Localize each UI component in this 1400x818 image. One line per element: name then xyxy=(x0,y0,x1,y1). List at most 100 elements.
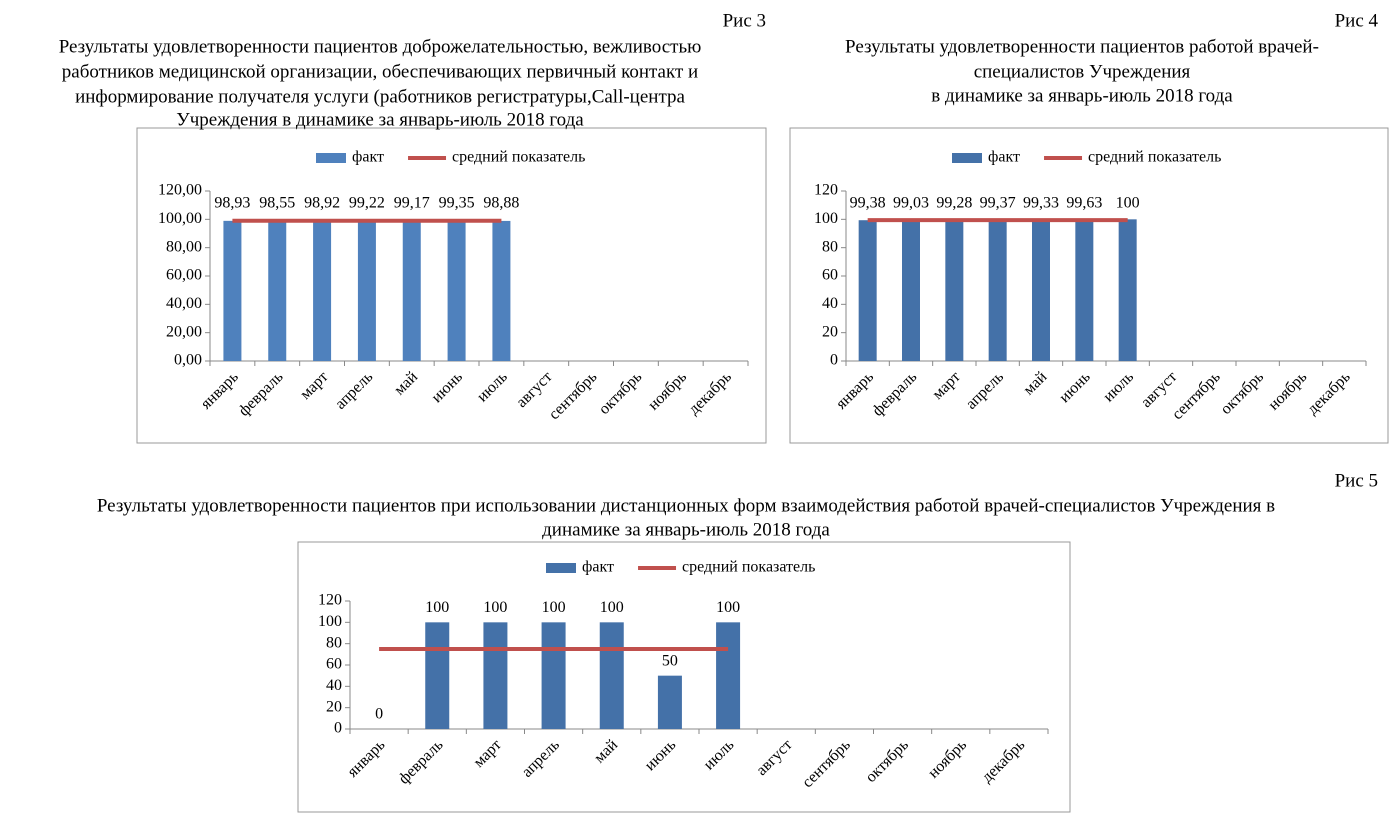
data-label: 100 xyxy=(483,599,507,616)
chart-title: Учреждения в динамике за январь-июль 201… xyxy=(176,109,584,130)
x-tick-label: ноябрь xyxy=(925,736,970,781)
data-label: 50 xyxy=(662,652,678,669)
data-label: 99,38 xyxy=(850,195,886,212)
y-tick-label: 100 xyxy=(814,210,838,227)
bar xyxy=(357,220,376,361)
x-tick-label: декабрь xyxy=(979,736,1029,786)
y-tick-label: 80 xyxy=(326,634,342,651)
figure-label: Рис 4 xyxy=(1335,10,1379,31)
x-tick-label: сентябрь xyxy=(1169,368,1224,423)
bar xyxy=(541,622,566,729)
y-tick-label: 40,00 xyxy=(166,295,202,312)
x-tick-label: июнь xyxy=(428,368,466,406)
bar xyxy=(268,221,287,361)
y-tick-label: 0,00 xyxy=(174,352,202,369)
x-tick-label: сентябрь xyxy=(546,368,601,423)
chart-title: динамике за январь-июль 2018 года xyxy=(542,519,830,540)
bar xyxy=(716,622,741,729)
chart-title: Результаты удовлетворенности пациентов д… xyxy=(59,36,702,57)
x-tick-label: март xyxy=(297,368,332,403)
bar xyxy=(483,622,508,729)
y-tick-label: 60,00 xyxy=(166,267,202,284)
x-tick-label: февраль xyxy=(869,368,920,419)
legend-swatch xyxy=(546,563,576,573)
chart-title: информирование получателя услуги (работн… xyxy=(75,86,685,107)
x-tick-label: октябрь xyxy=(862,736,912,786)
legend-label: средний показатель xyxy=(1088,149,1221,166)
legend-label: факт xyxy=(988,149,1020,166)
data-label: 99,03 xyxy=(893,195,929,212)
y-tick-label: 100,00 xyxy=(158,210,202,227)
x-tick-label: июль xyxy=(700,736,737,773)
data-label: 98,55 xyxy=(259,195,295,212)
x-tick-label: июль xyxy=(474,368,511,405)
bar xyxy=(1075,219,1094,361)
x-tick-label: май xyxy=(1020,368,1050,398)
x-tick-label: апрель xyxy=(519,736,563,780)
bar xyxy=(599,622,624,729)
chart-title: Результаты удовлетворенности пациентов п… xyxy=(97,495,1275,516)
y-tick-label: 60 xyxy=(326,656,342,673)
x-tick-label: февраль xyxy=(235,368,286,419)
y-tick-label: 100 xyxy=(318,613,342,630)
chart-title: Результаты удовлетворенности пациентов р… xyxy=(845,36,1319,57)
y-tick-label: 40 xyxy=(822,295,838,312)
x-tick-label: декабрь xyxy=(685,368,735,418)
legend-swatch xyxy=(316,153,346,163)
bar xyxy=(402,220,421,361)
x-tick-label: январь xyxy=(344,736,388,780)
y-tick-label: 0 xyxy=(334,720,342,737)
data-label: 99,28 xyxy=(936,195,972,212)
x-tick-label: ноябрь xyxy=(645,368,690,413)
bar xyxy=(657,675,682,729)
figure-label: Рис 5 xyxy=(1335,470,1378,491)
x-tick-label: октябрь xyxy=(596,368,646,418)
chart-frame xyxy=(297,541,1071,813)
data-label: 100 xyxy=(542,599,566,616)
y-tick-label: 120 xyxy=(814,182,838,199)
bar xyxy=(425,622,450,729)
y-tick-label: 120,00 xyxy=(158,182,202,199)
x-tick-label: июль xyxy=(1100,368,1137,405)
data-label: 99,37 xyxy=(980,195,1016,212)
data-label: 100 xyxy=(600,599,624,616)
bar xyxy=(902,220,920,361)
x-tick-label: декабрь xyxy=(1304,368,1354,418)
data-label: 99,17 xyxy=(394,195,430,212)
legend-label: факт xyxy=(582,559,614,576)
chart-frame xyxy=(789,127,1389,444)
x-tick-label: май xyxy=(391,368,421,398)
x-tick-label: август xyxy=(753,736,796,779)
x-tick-label: январь xyxy=(198,368,242,412)
data-label: 99,35 xyxy=(439,195,475,212)
data-label: 98,93 xyxy=(214,195,250,212)
figure-label: Рис 3 xyxy=(723,10,766,31)
legend-swatch xyxy=(952,153,982,163)
x-tick-label: июнь xyxy=(1056,368,1094,406)
x-tick-label: апрель xyxy=(963,368,1007,412)
chart-title: работников медицинской организации, обес… xyxy=(62,61,698,82)
chart-title: специалистов Учреждения xyxy=(974,61,1191,82)
bar xyxy=(988,220,1007,361)
chart-frame xyxy=(136,127,767,444)
bar xyxy=(492,220,511,361)
bar xyxy=(1118,219,1137,361)
x-tick-label: март xyxy=(929,368,964,403)
y-tick-label: 20 xyxy=(326,698,342,715)
y-tick-label: 80,00 xyxy=(166,238,202,255)
data-label: 100 xyxy=(425,599,449,616)
data-label: 99,22 xyxy=(349,195,385,212)
bar xyxy=(858,220,877,361)
data-label: 99,33 xyxy=(1023,195,1059,212)
data-label: 100 xyxy=(716,599,740,616)
data-label: 98,92 xyxy=(304,195,340,212)
chart-title: в динамике за январь-июль 2018 года xyxy=(931,85,1233,106)
data-label: 98,88 xyxy=(483,195,519,212)
y-tick-label: 80 xyxy=(822,238,838,255)
bar xyxy=(447,220,466,361)
y-tick-label: 60 xyxy=(822,267,838,284)
bar xyxy=(313,220,332,361)
data-label: 0 xyxy=(375,706,383,723)
x-tick-label: февраль xyxy=(395,736,446,787)
